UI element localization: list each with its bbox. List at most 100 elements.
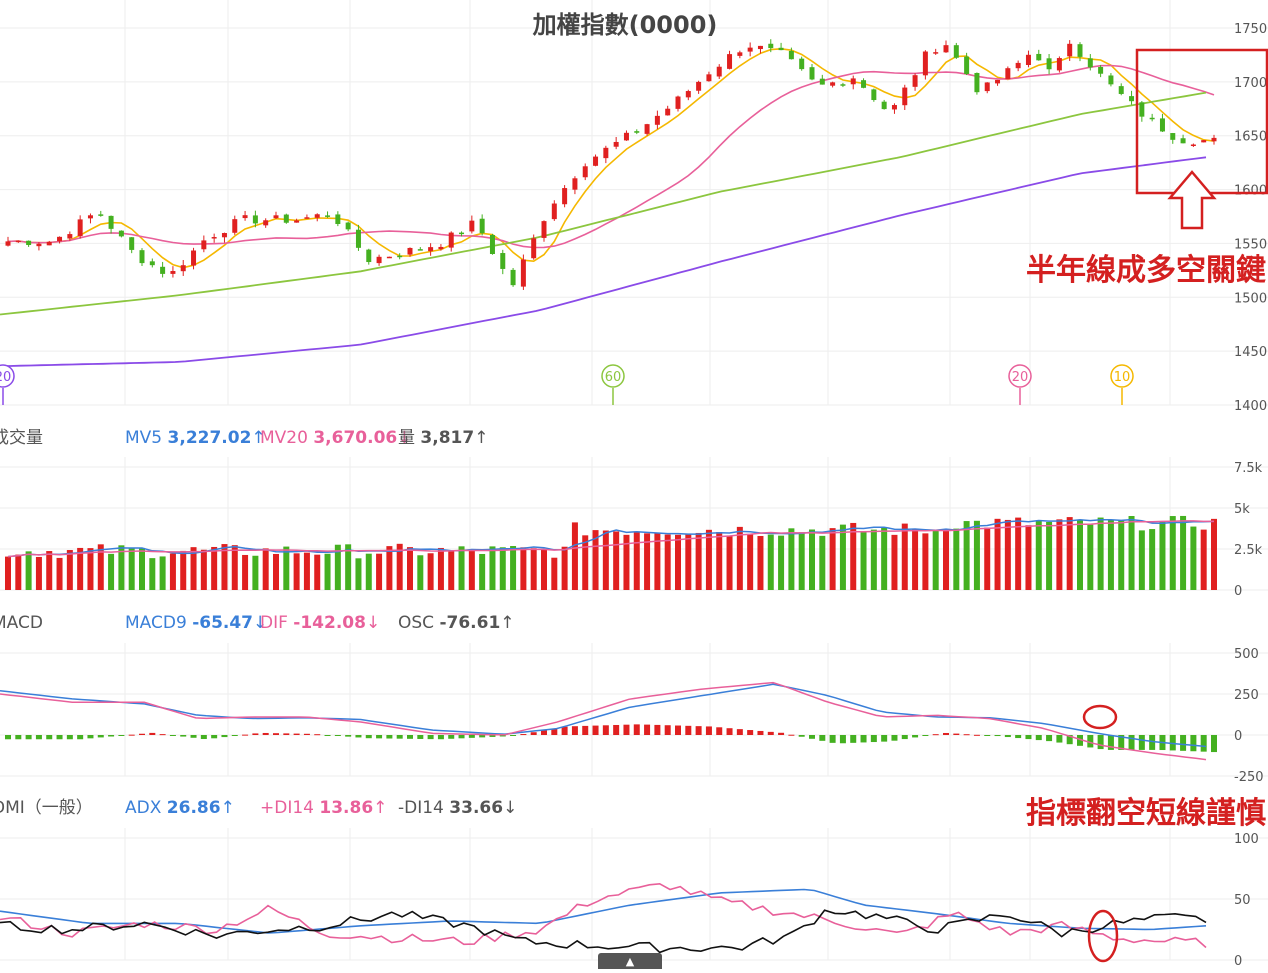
osc-bar [819, 735, 826, 741]
osc-bar [1035, 735, 1042, 741]
highlight-box [1135, 48, 1268, 195]
legend-value: 26.86 [167, 798, 221, 818]
osc-bar [1118, 735, 1125, 750]
candle-body [304, 217, 310, 219]
legend-entry: -DI14 33.66↓ [398, 798, 517, 818]
volume-bar [1004, 519, 1011, 590]
osc-bar [355, 735, 362, 738]
dif-line [0, 681, 1207, 761]
candle-body [252, 215, 258, 224]
osc-bar [345, 735, 352, 737]
volume-bar [489, 546, 496, 590]
volume-bar [664, 534, 671, 590]
volume-bar [510, 546, 517, 590]
osc-bar [118, 735, 125, 736]
candle-body [242, 215, 248, 219]
volume-bar [922, 533, 929, 590]
candle-body [386, 256, 392, 259]
osc-bar [1107, 735, 1114, 750]
osc-bar [520, 734, 527, 736]
osc-bar [262, 732, 269, 735]
legend-arrow: ↑ [373, 798, 387, 818]
osc-bar [747, 730, 754, 735]
volume-bar [252, 555, 259, 590]
volume-bar [767, 534, 774, 590]
volume-bar [943, 529, 949, 590]
volume-bar [1107, 519, 1114, 590]
osc-bar [551, 728, 558, 735]
osc-bar [108, 735, 115, 737]
osc-bar [912, 735, 919, 738]
volume-bar [695, 532, 702, 590]
candle-body [211, 237, 217, 239]
volume-bar [407, 547, 413, 590]
volume-bar [46, 551, 53, 590]
volume-bar [386, 546, 393, 590]
osc-bar [128, 734, 135, 736]
legend-arrow: ↑ [251, 428, 265, 448]
volume-bar [788, 528, 795, 590]
osc-bar [736, 729, 743, 735]
ma-marker[interactable]: 20 [0, 364, 15, 405]
legend-name: MV5 [125, 428, 168, 448]
candle-body [376, 256, 382, 264]
candle-body [603, 147, 609, 159]
candle-body [489, 235, 495, 254]
ma-marker[interactable]: 20 [1008, 364, 1032, 405]
volume-bar [778, 535, 785, 590]
volume-bar [66, 550, 73, 590]
volume-bar [592, 530, 599, 590]
volume-bar [1066, 517, 1073, 590]
candle-body [335, 214, 341, 224]
ma-marker[interactable]: 60 [601, 364, 625, 405]
osc-bar [499, 735, 506, 737]
candle-body [26, 240, 32, 246]
osc-bar [798, 735, 805, 737]
candle-body [593, 156, 599, 166]
volume-bar [324, 553, 331, 590]
volume-bar [437, 547, 444, 590]
ma60-line [0, 91, 1207, 316]
volume-bar [675, 534, 681, 590]
candle-body [1170, 133, 1176, 140]
volume-bar [15, 554, 22, 590]
osc-bar [221, 735, 228, 738]
osc-bar [180, 735, 187, 737]
candle-body [850, 78, 856, 85]
candle-body [180, 265, 186, 272]
osc-bar [788, 734, 795, 736]
candle-body [685, 91, 691, 98]
dmi-annotation: 指標翻空短線謹慎 [1026, 796, 1266, 831]
osc-bar [695, 726, 702, 735]
candle-body [1036, 53, 1042, 61]
volume-bar [1118, 520, 1125, 590]
osc-bar [25, 735, 32, 740]
osc-bar [870, 735, 877, 743]
volume-bar [458, 546, 465, 590]
osc-bar [654, 724, 661, 735]
legend-value: -65.47 [192, 613, 253, 633]
candle-body [995, 79, 1001, 84]
volume-bar [231, 545, 238, 590]
panel-ytick-label: 250 [1234, 688, 1259, 703]
volume-bar [499, 547, 506, 590]
scroll-handle[interactable]: ▲ [598, 953, 662, 969]
candle-body [1149, 117, 1155, 120]
volume-bar [468, 550, 475, 590]
legend-name: OSC [398, 613, 439, 633]
volume-bar [1211, 518, 1217, 590]
candle-body [366, 249, 372, 263]
price-ytick-label: 15500 [1234, 237, 1268, 252]
ma-marker-label: 60 [605, 370, 622, 385]
price-ytick-label: 14500 [1234, 345, 1268, 360]
volume-bar [25, 551, 32, 590]
ma-marker[interactable]: 10 [1110, 364, 1134, 405]
legend-value: 3,227.02 [168, 428, 252, 448]
candle-body [1190, 144, 1196, 147]
panel-ytick-label: 50 [1234, 893, 1251, 908]
volume-bar [716, 532, 723, 590]
volume-bar [1025, 525, 1032, 590]
candle-body [15, 240, 21, 243]
candle-body [747, 47, 753, 52]
price-ytick-label: 16500 [1234, 130, 1268, 145]
